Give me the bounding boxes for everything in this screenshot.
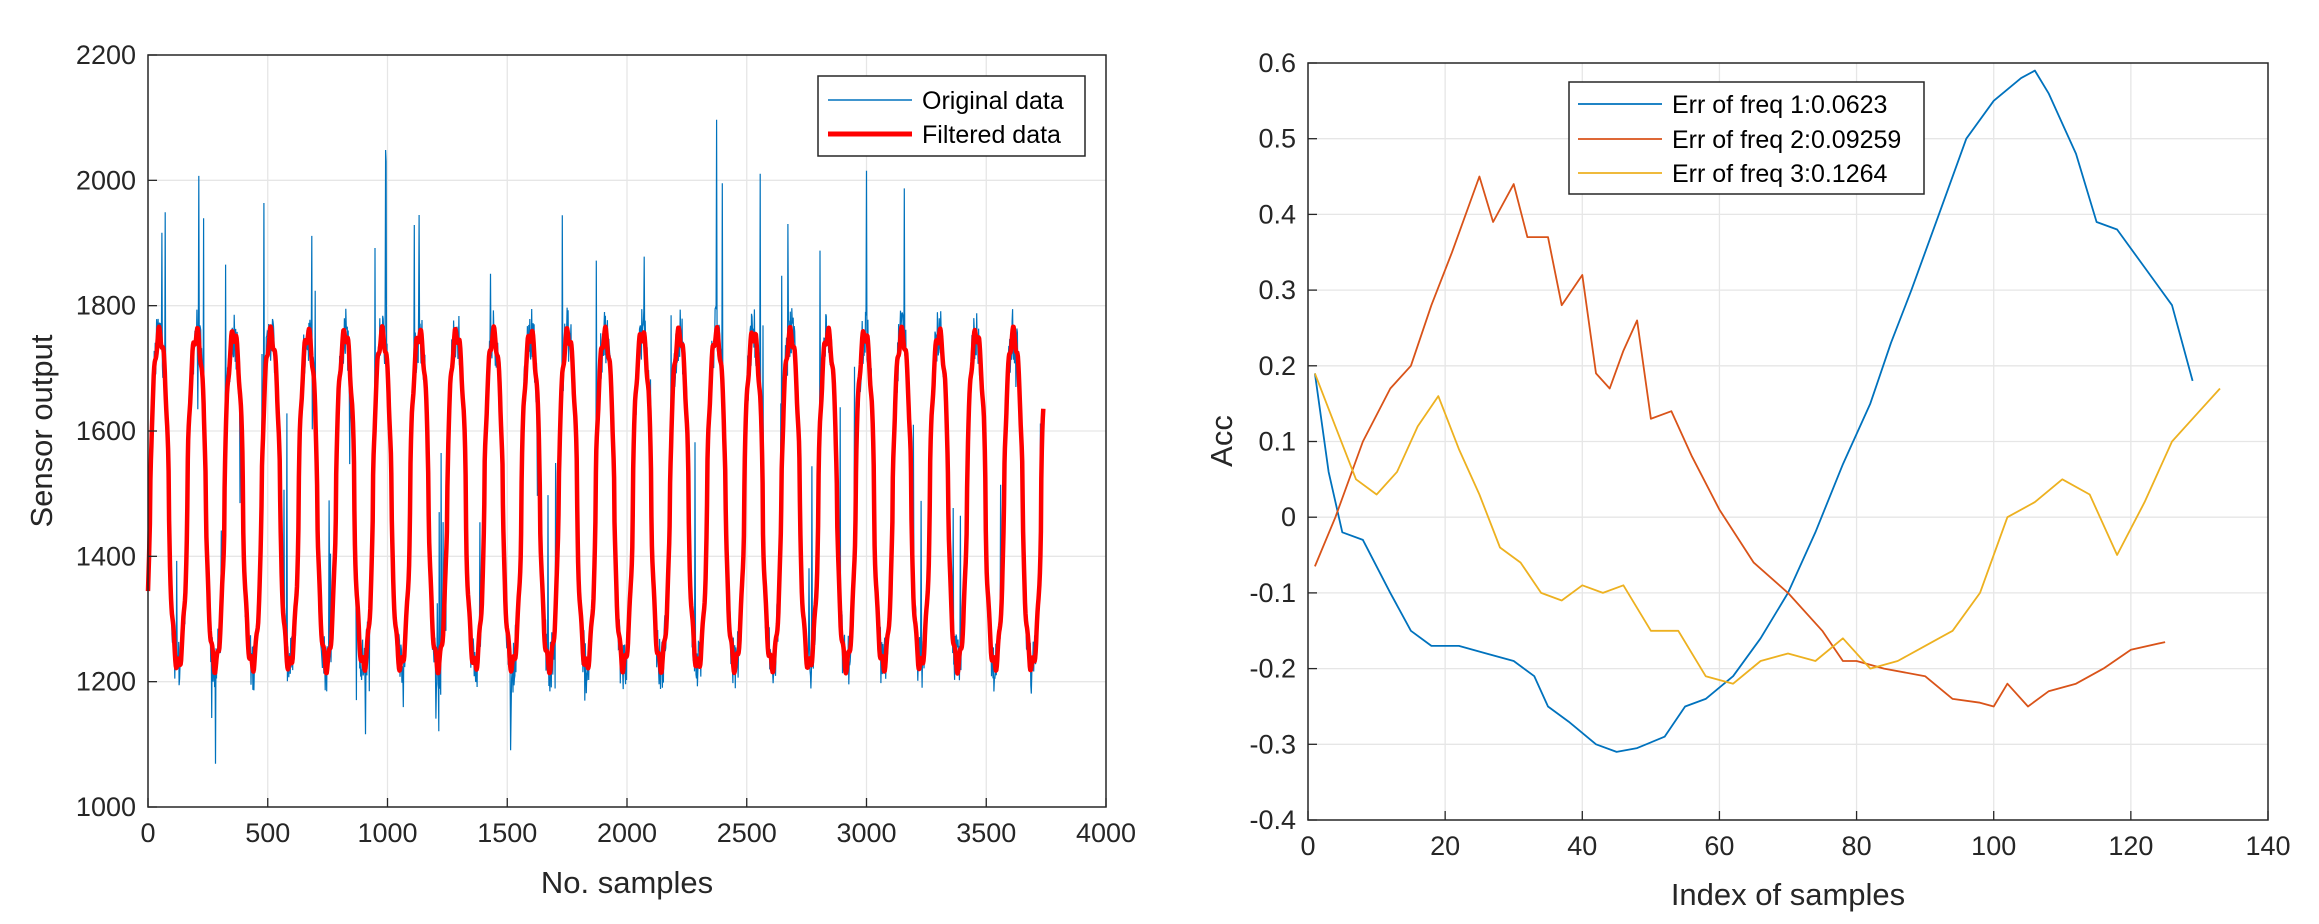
right-axes: 0 20 40 60 80 100 120 140 -0.4 -0.3 -0.2 -0.1 0 0.1 0.… (1249, 48, 2290, 861)
right-series-line-3 (1314, 373, 2221, 685)
right-x-tick-label: 100 (1971, 831, 2016, 861)
right-legend-label-2: Err of freq 2:0.09259 (1672, 126, 1901, 154)
right-y-tick-label: 0 (1281, 502, 1296, 532)
right-series-line-2 (1314, 175, 2166, 708)
right-legend-box (1568, 81, 1925, 195)
left-y-tick-label: 1600 (76, 416, 136, 446)
right-y-axis-label: Acc (1204, 415, 1239, 467)
right-y-tick-label: 0.4 (1258, 199, 1296, 229)
right-x-tick-label: 0 (1300, 831, 1315, 861)
left-y-tick-label: 1800 (76, 291, 136, 321)
left-y-tick-label: 2200 (76, 40, 136, 70)
right-chart: 0 20 40 60 80 100 120 140 -0.4 -0.3 -0.2 -0.1 0 0.1 0.… (1204, 48, 2291, 912)
left-x-axis-label: No. samples (541, 865, 713, 900)
left-x-tick-label: 3000 (836, 818, 896, 848)
left-y-tick-label: 1200 (76, 667, 136, 697)
left-axes: 0 500 1000 1500 2000 2500 3000 3500 4000 1000 1200… (76, 40, 1136, 848)
left-legend-label-original: Original data (922, 87, 1064, 115)
left-x-tick-label: 3500 (956, 818, 1016, 848)
right-y-tick-label: -0.4 (1249, 805, 1296, 835)
right-y-tick-label: 0.1 (1258, 427, 1296, 457)
right-series-group (1314, 69, 2221, 753)
left-x-tick-label: 2500 (717, 818, 777, 848)
left-x-tick-label: 0 (140, 818, 155, 848)
right-legend-label-3: Err of freq 3:0.1264 (1672, 160, 1888, 188)
right-x-tick-label: 80 (1842, 831, 1872, 861)
right-x-axis-label: Index of samples (1671, 877, 1905, 912)
left-x-tick-label: 4000 (1076, 818, 1136, 848)
left-x-tick-label: 1000 (357, 818, 417, 848)
left-series-filtered-line (145, 324, 1046, 676)
left-x-tick-label: 2000 (597, 818, 657, 848)
right-y-tick-label: -0.2 (1249, 654, 1296, 684)
right-y-tick-label: 0.6 (1258, 48, 1296, 78)
right-y-tick-label: 0.5 (1258, 124, 1296, 154)
right-x-tick-label: 120 (2108, 831, 2153, 861)
right-y-tick-label: -0.3 (1249, 729, 1296, 759)
right-y-tick-label: 0.3 (1258, 275, 1296, 305)
left-x-tick-label: 1500 (477, 818, 537, 848)
left-chart: 0 500 1000 1500 2000 2500 3000 3500 4000 1000 1200… (24, 40, 1136, 900)
left-x-tick-label: 500 (245, 818, 290, 848)
right-series-line-1 (1314, 69, 2194, 753)
left-y-tick-label: 2000 (76, 165, 136, 195)
right-legend-label-1: Err of freq 1:0.0623 (1672, 91, 1887, 119)
left-legend-label-filtered: Filtered data (922, 121, 1061, 149)
left-series-group (145, 119, 1046, 764)
left-y-axis-label: Sensor output (24, 334, 59, 527)
right-axes-box (1307, 62, 2269, 821)
left-legend-box (817, 75, 1086, 157)
right-x-tick-label: 140 (2245, 831, 2290, 861)
left-y-tick-label: 1400 (76, 541, 136, 571)
right-x-tick-label: 20 (1430, 831, 1460, 861)
right-x-tick-label: 60 (1704, 831, 1734, 861)
left-y-tick-label: 1000 (76, 792, 136, 822)
right-legend[interactable]: Err of freq 1:0.0623 Err of freq 2:0.092… (1568, 81, 1925, 195)
right-y-tick-label: -0.1 (1249, 578, 1296, 608)
right-x-tick-label: 40 (1567, 831, 1597, 861)
left-axes-box (147, 54, 1107, 808)
right-y-tick-label: 0.2 (1258, 351, 1296, 381)
left-legend[interactable]: Original data Filtered data (817, 75, 1086, 157)
